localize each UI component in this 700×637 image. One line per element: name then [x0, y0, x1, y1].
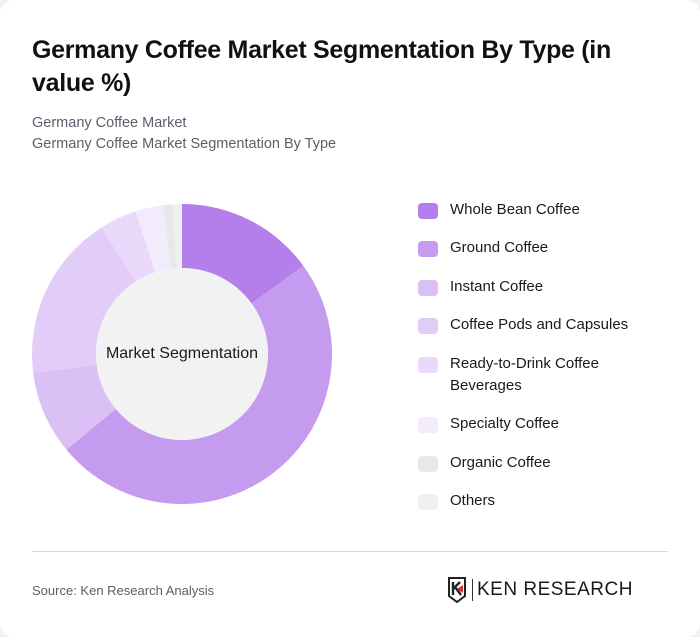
- legend-item-ready-to-drink-coffee-beverages[interactable]: Ready-to-Drink Coffee Beverages: [418, 353, 668, 413]
- legend-item-specialty-coffee[interactable]: Specialty Coffee: [418, 413, 668, 452]
- donut-slice-whole-bean-coffee[interactable]: [182, 204, 304, 304]
- donut-slice-ready-to-drink-coffee-beverages[interactable]: [101, 211, 156, 282]
- source-note: Source: Ken Research Analysis: [32, 583, 215, 598]
- legend-label: Whole Bean Coffee: [450, 201, 580, 218]
- legend-item-organic-coffee[interactable]: Organic Coffee: [418, 452, 668, 490]
- legend-label: Instant Coffee: [450, 278, 544, 295]
- ken-research-k-shield-icon: [448, 577, 466, 603]
- legend-label: Organic Coffee: [450, 454, 551, 471]
- donut-slice-coffee-pods-and-capsules[interactable]: [31, 227, 136, 373]
- legend-swatch: [418, 357, 438, 373]
- logo-text: KEN RESEARCH: [477, 579, 633, 600]
- legend-swatch: [418, 417, 438, 433]
- subtitle-market: Germany Coffee Market: [32, 115, 187, 131]
- legend-swatch: [418, 318, 438, 334]
- donut-slice-others[interactable]: [172, 204, 182, 269]
- legend-label: Ground Coffee: [450, 239, 549, 256]
- legend-swatch: [418, 241, 438, 257]
- subtitle-segmentation: Germany Coffee Market Segmentation By Ty…: [32, 136, 337, 152]
- legend-item-whole-bean-coffee[interactable]: Whole Bean Coffee: [418, 199, 668, 237]
- legend-swatch: [418, 494, 438, 510]
- donut-slice-specialty-coffee[interactable]: [135, 205, 172, 273]
- legend-item-coffee-pods-and-capsules[interactable]: Coffee Pods and Capsules: [418, 314, 668, 353]
- donut-chart: Market Segmentation: [31, 203, 333, 505]
- legend-item-others[interactable]: Others: [418, 490, 668, 528]
- chart-legend: Whole Bean Coffee Ground Coffee Instant …: [418, 199, 668, 528]
- legend-label: Others: [450, 492, 496, 509]
- legend-label: Coffee Pods and Capsules: [450, 316, 629, 333]
- donut-center: [96, 268, 268, 440]
- legend-label: Specialty Coffee: [450, 415, 559, 432]
- page-title: Germany Coffee Market Segmentation By Ty…: [32, 36, 611, 97]
- donut-slice-ground-coffee[interactable]: [66, 265, 333, 505]
- legend-swatch: [418, 203, 438, 219]
- ken-research-logo[interactable]: KEN RESEARCH: [447, 576, 633, 604]
- donut-slice-organic-coffee[interactable]: [163, 204, 177, 269]
- donut-chart-svg: [31, 204, 333, 505]
- donut-slice-instant-coffee[interactable]: [33, 364, 116, 450]
- footer-divider: [32, 551, 668, 552]
- subtitle: Germany Coffee Market Germany Coffee Mar…: [32, 113, 336, 155]
- legend-label: Ready-to-Drink Coffee Beverages: [450, 355, 599, 394]
- legend-swatch: [418, 280, 438, 296]
- legend-item-instant-coffee[interactable]: Instant Coffee: [418, 276, 668, 314]
- legend-swatch: [418, 456, 438, 472]
- legend-item-ground-coffee[interactable]: Ground Coffee: [418, 237, 668, 276]
- logo-separator: [472, 579, 473, 601]
